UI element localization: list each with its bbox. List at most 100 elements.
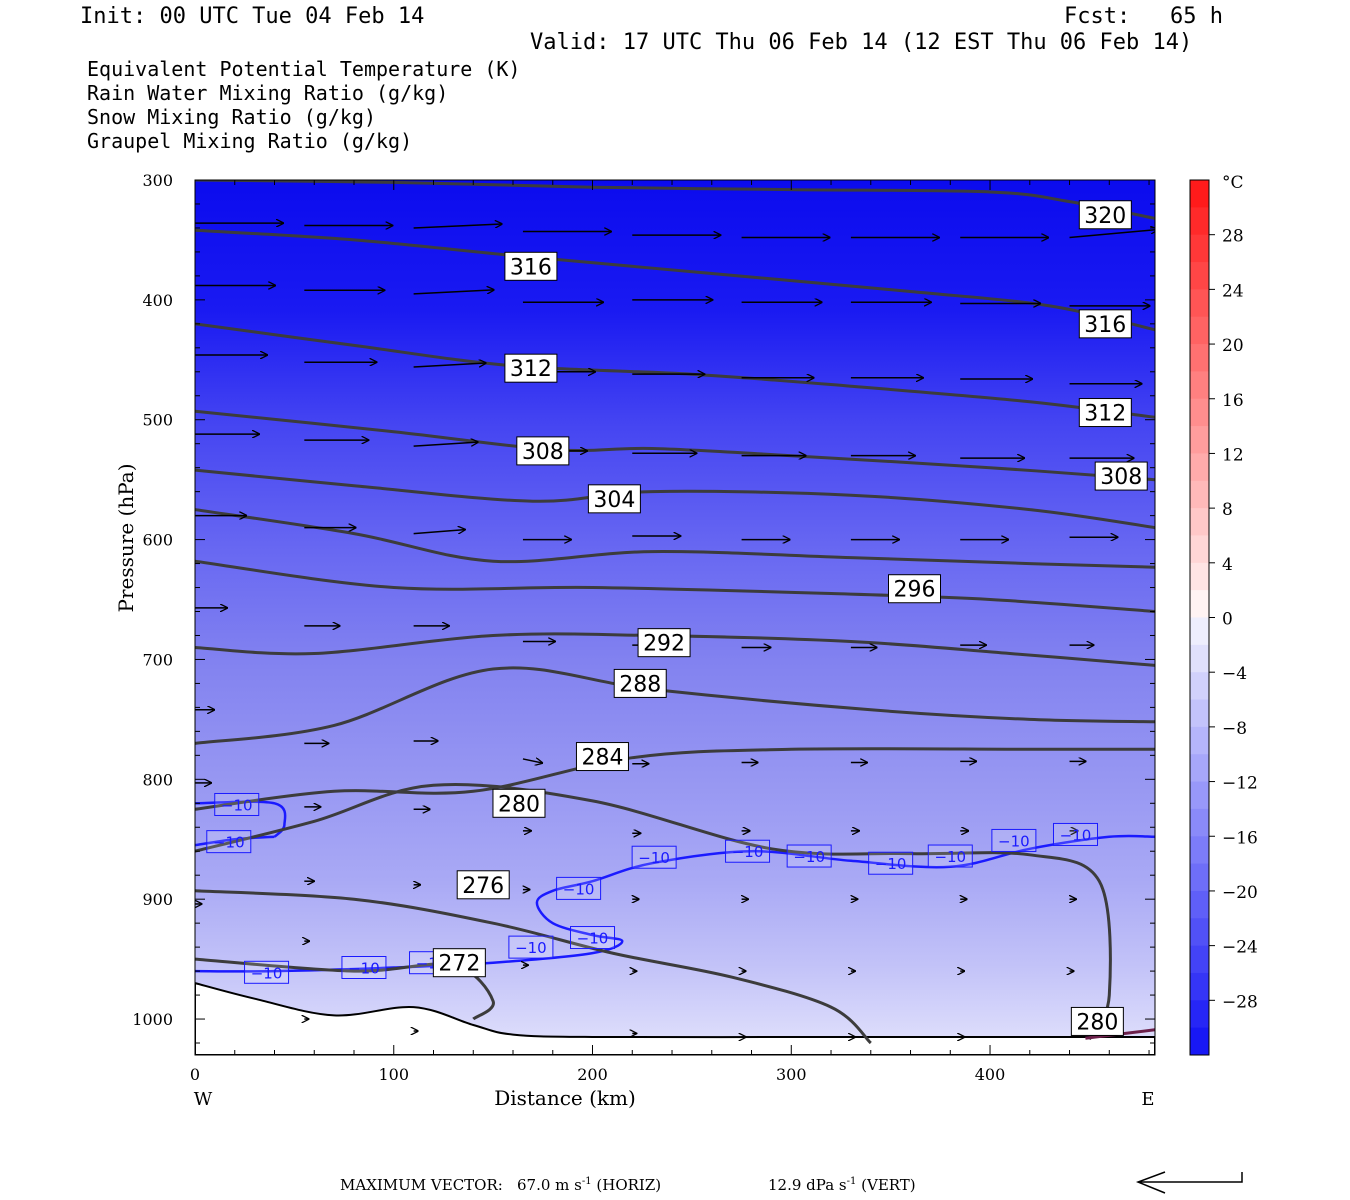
theta-e-contour-308 <box>195 409 1155 482</box>
colorbar-swatch <box>1190 562 1209 591</box>
y-tick-label: 400 <box>142 291 173 310</box>
isotherm-label-10: −10 <box>786 844 832 868</box>
colorbar-swatch <box>1190 426 1209 454</box>
x-axis-title: Distance (km) <box>494 1086 636 1110</box>
colorbar-swatch <box>1190 207 1209 236</box>
theta-e-label-304-0: 304 <box>587 484 641 514</box>
theta-e-label-312-0: 312 <box>504 353 558 383</box>
svg-text:312: 312 <box>1084 402 1126 427</box>
theta-e-label-284-0: 284 <box>575 742 629 772</box>
theta-e-label-308-0: 308 <box>516 436 570 466</box>
colorbar-swatch <box>1190 945 1209 974</box>
colorbar-tick-label: 20 <box>1222 336 1244 356</box>
colorbar-tick-label: 0 <box>1222 610 1233 630</box>
svg-text:−10: −10 <box>732 843 764 861</box>
colorbar-swatch <box>1190 289 1209 318</box>
init-time: Init: 00 UTC Tue 04 Feb 14 <box>80 4 425 29</box>
svg-text:316: 316 <box>510 255 552 280</box>
svg-text:280: 280 <box>498 792 540 817</box>
theta-e-contour-300 <box>195 508 1155 569</box>
svg-text:304: 304 <box>593 488 635 513</box>
y-tick-label: 500 <box>142 411 173 430</box>
forecast-hour: Fcst: 65 h <box>1064 4 1223 29</box>
colorbar-tick-label: 16 <box>1222 391 1244 411</box>
svg-text:−10: −10 <box>875 855 907 873</box>
colorbar-swatch <box>1190 644 1209 673</box>
theta-e-label-276-0: 276 <box>456 870 510 900</box>
colorbar-swatch <box>1190 480 1209 509</box>
colorbar-tick-label: 28 <box>1222 227 1244 247</box>
svg-text:−10: −10 <box>348 960 380 978</box>
theta-e-contour-272 <box>195 957 495 1021</box>
max-vector-label: MAXIMUM VECTOR: <box>340 1176 503 1194</box>
colorbar-tick-label: −20 <box>1222 883 1258 903</box>
y-axis-title: Pressure (hPa) <box>114 464 138 613</box>
theta-e-label-280-0: 280 <box>492 788 546 818</box>
isotherm-label-14: −10 <box>1052 822 1098 846</box>
isotherm-label-9: −10 <box>725 839 771 863</box>
colorbar-tick-label: −4 <box>1222 664 1247 684</box>
svg-text:316: 316 <box>1084 313 1126 338</box>
svg-text:−10: −10 <box>213 834 245 852</box>
wind-vector <box>413 224 502 229</box>
isotherm-label-3: −10 <box>341 956 387 979</box>
field-legend-snow: Snow Mixing Ratio (g/kg) <box>87 105 376 129</box>
colorbar-swatch <box>1190 262 1209 290</box>
colorbar-swatch <box>1190 808 1209 837</box>
colorbar-swatch <box>1190 918 1209 947</box>
y-tick-label: 700 <box>142 650 173 669</box>
colorbar-swatch <box>1190 726 1209 755</box>
max-vector-horiz: 67.0 m s-1 (HORIZ) <box>517 1176 662 1194</box>
field-legend-graupel: Graupel Mixing Ratio (g/kg) <box>87 129 413 153</box>
wind-vector <box>413 530 465 535</box>
colorbar-tick-label: 8 <box>1222 500 1233 520</box>
svg-text:−10: −10 <box>577 930 609 948</box>
isotherm-label-8: −10 <box>631 845 677 869</box>
field-legend-rain: Rain Water Mixing Ratio (g/kg) <box>87 81 449 105</box>
colorbar-tick-label: 12 <box>1222 445 1244 465</box>
theta-e-label-316-1: 316 <box>1078 309 1132 339</box>
colorbar-tick-label: −28 <box>1222 992 1258 1012</box>
y-tick-label: 1000 <box>132 1010 173 1029</box>
x-tick-label: 0 <box>190 1065 200 1084</box>
theta-e-contour-280 <box>195 783 1112 1041</box>
wind-vector <box>413 363 486 368</box>
temperature-shading <box>195 180 1155 1055</box>
colorbar-swatch <box>1190 316 1209 345</box>
colorbar-swatch <box>1190 699 1209 728</box>
svg-text:296: 296 <box>894 578 936 603</box>
theta-e-label-320-0: 320 <box>1078 200 1132 230</box>
x-tick-label: 100 <box>378 1065 409 1084</box>
svg-text:−10: −10 <box>221 796 253 814</box>
wind-vector <box>522 759 542 763</box>
svg-text:280: 280 <box>1076 1010 1118 1035</box>
isotherm-label-7: −10 <box>556 876 602 900</box>
colorbar-swatch <box>1190 972 1209 1001</box>
y-tick-label: 300 <box>142 171 173 190</box>
x-tick-label: 400 <box>975 1065 1006 1084</box>
reference-vector <box>1135 1171 1243 1194</box>
colorbar-swatch <box>1190 535 1209 564</box>
x-tick-label: 200 <box>577 1065 608 1084</box>
theta-e-label-272-0: 272 <box>432 948 486 978</box>
colorbar-unit: °C <box>1222 173 1244 193</box>
theta-e-label-280-1: 280 <box>1070 1006 1124 1036</box>
colorbar-tick-label: −12 <box>1222 774 1258 794</box>
svg-text:320: 320 <box>1084 204 1126 229</box>
svg-text:272: 272 <box>438 952 480 977</box>
theta-e-label-316-0: 316 <box>504 251 558 281</box>
isotherm-label-6: −10 <box>570 926 616 950</box>
terrain <box>195 982 1155 1055</box>
wind-vector <box>1069 230 1155 239</box>
svg-text:−10: −10 <box>251 964 283 982</box>
field-legend-theta-e: Equivalent Potential Temperature (K) <box>87 57 521 81</box>
theta-e-label-288-0: 288 <box>613 668 667 698</box>
x-tick-label: 300 <box>776 1065 807 1084</box>
theta-e-label-292-0: 292 <box>637 628 691 658</box>
svg-text:292: 292 <box>643 632 685 657</box>
colorbar-tick-label: −16 <box>1222 828 1258 848</box>
svg-text:276: 276 <box>462 874 504 899</box>
theta-e-label-312-1: 312 <box>1078 398 1132 428</box>
theta-e-contour-304 <box>195 468 1155 530</box>
svg-text:−10: −10 <box>1060 826 1092 844</box>
